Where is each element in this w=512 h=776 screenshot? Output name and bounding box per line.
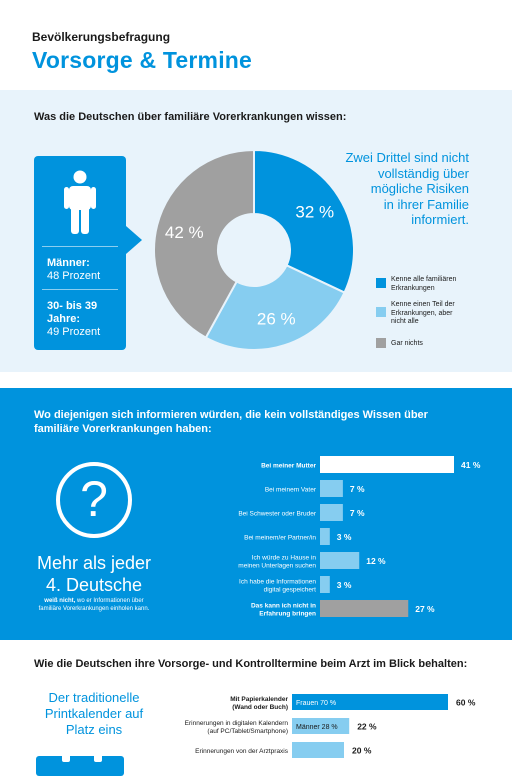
legend-item: Gar nichts (391, 340, 471, 349)
quote-line: informiert. (411, 212, 469, 227)
subtext-bold: weiß nicht, (44, 598, 76, 604)
age-label: 30- bis 39 (47, 300, 98, 312)
section1-heading: Was die Deutschen über familiäre Vorerkr… (34, 111, 347, 123)
quote-line: Printkalender auf (44, 706, 144, 721)
section2-big-text: Mehr als jeder 4. Deutsche (22, 552, 166, 596)
legend-swatch-partial (376, 307, 386, 317)
bar (320, 600, 409, 617)
donut-slice (253, 148, 355, 294)
bar-value-label: 27 % (415, 604, 435, 614)
donut-slice-label: 42 % (165, 223, 204, 242)
bar-category-label: Bei meinem Vater (265, 487, 317, 494)
calendar-icon (36, 752, 124, 776)
donut-slice-label: 26 % (257, 309, 296, 328)
legend-item: Kenne einen Teil der Erkrankungen, aber … (391, 301, 471, 327)
bar-value-label: 41 % (461, 460, 481, 470)
legend-label: nicht alle (391, 318, 419, 325)
bar-inner-label: Männer 28 % (296, 724, 338, 731)
bar (320, 456, 454, 473)
quote-line: Zwei Drittel sind nicht (345, 150, 469, 165)
bar (292, 718, 350, 734)
donut-slice-label: 32 % (295, 202, 334, 221)
info-sources-bar-chart: Bei meiner Mutter 41 % Bei meinem Vater 7 %… (238, 456, 481, 618)
men-value: 48 Prozent (47, 270, 101, 282)
subtext-rest: wo er Informationen über familiäre Vorer… (38, 598, 150, 612)
page-title: Vorsorge & Termine (32, 47, 253, 73)
legend-label: Kenne alle familiären (391, 276, 457, 283)
bar (320, 576, 330, 593)
donut-slice (153, 148, 255, 339)
donut-chart: 32 % 26 % 42 % (153, 148, 355, 351)
bar (320, 504, 343, 521)
profile-card: Männer: 48 Prozent 30- bis 39 Jahre: 49 … (34, 156, 142, 350)
quote-line: Platz eins (65, 722, 123, 737)
section3-quote: Der traditionelle Printkalender auf Plat… (24, 690, 164, 738)
bar (292, 742, 344, 758)
profile-divider (42, 289, 118, 290)
donut-slice (204, 263, 346, 351)
bar-category-label: Erinnerungen von der Arztpraxis (195, 748, 289, 755)
bar-category-label: Ich würde zu Hause in (252, 555, 317, 562)
profile-divider (42, 246, 118, 247)
legend-swatch-all (376, 278, 386, 288)
reminders-bar-chart: Mit Papierkalender(Wand oder Buch) Frauen… (185, 694, 476, 758)
legend-label: Gar nichts (391, 340, 423, 347)
bar-category-label: meinen Unterlagen suchen (238, 563, 316, 570)
section2-subtext: weiß nicht, wo er Informationen über fam… (36, 598, 152, 613)
section1-quote: Zwei Drittel sind nicht vollständig über… (325, 150, 469, 228)
bar-category-label: Bei Schwester oder Bruder (238, 511, 317, 518)
men-label: Männer: (47, 257, 90, 269)
bar-category-label: Bei meinem/er Partner/in (244, 535, 316, 542)
section2-heading: Wo diejenigen sich informieren würden, d… (34, 409, 428, 435)
quote-line: in ihrer Familie (383, 196, 469, 212)
bar (320, 528, 330, 545)
bar-value-label: 20 % (352, 746, 372, 756)
age-value: 49 Prozent (47, 326, 101, 338)
legend-swatch-none (376, 338, 386, 348)
bar-value-label: 22 % (357, 722, 377, 732)
bar-value-label: 7 % (350, 508, 365, 518)
person-icon (64, 170, 96, 234)
legend-label: Erkrankungen, aber (391, 309, 453, 317)
legend-label: Erkrankungen (391, 284, 435, 292)
bar-category-label: (auf PC/Tablet/Smartphone) (207, 728, 288, 735)
bar-value-label: 60 % (456, 698, 476, 708)
bar-inner-label: Frauen 70 % (296, 700, 336, 707)
bar-category-label: Erfahrung bringen (259, 611, 316, 618)
age-label: Jahre: (47, 313, 81, 325)
bar (320, 480, 343, 497)
bar-category-label: (Wand oder Buch) (232, 704, 288, 711)
big-text-line: 4. Deutsche (45, 575, 143, 595)
quote-line: vollständig über (377, 165, 469, 181)
bar-category-label: Bei meiner Mutter (261, 463, 316, 470)
quote-line: mögliche Risiken (370, 181, 469, 196)
question-mark-glyph: ? (80, 471, 108, 527)
bar (320, 552, 360, 569)
bar-category-label: Ich habe die Informationen (239, 579, 316, 586)
legend-label: Kenne einen Teil der (391, 301, 455, 308)
quote-line: Der traditionelle (48, 690, 140, 705)
bar-category-label: Erinnerungen in digitalen Kalendern (185, 720, 289, 727)
bar-value-label: 3 % (337, 580, 352, 590)
bar-value-label: 7 % (350, 484, 365, 494)
header-eyebrow: Bevölkerungsbefragung (32, 30, 171, 44)
legend-item: Kenne alle familiären Erkrankungen (391, 276, 471, 293)
bar-category-label: Mit Papierkalender (230, 696, 288, 703)
section3-heading: Wie die Deutschen ihre Vorsorge- und Kon… (34, 658, 468, 670)
big-text-line: Mehr als jeder (36, 553, 152, 573)
bar-value-label: 3 % (337, 532, 352, 542)
bar (292, 694, 448, 710)
bar-category-label: Das kann ich nicht in (251, 603, 316, 610)
bar-category-label: digital gespeichert (264, 587, 317, 594)
bar-value-label: 12 % (366, 556, 386, 566)
question-mark-icon (56, 462, 132, 538)
